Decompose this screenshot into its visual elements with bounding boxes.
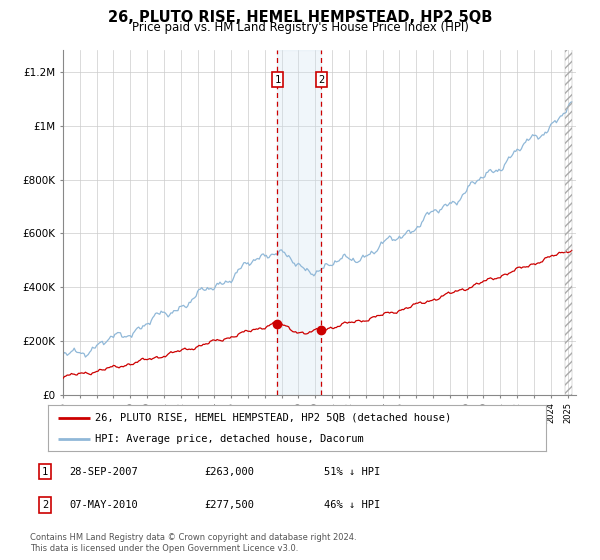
Text: Contains HM Land Registry data © Crown copyright and database right 2024.
This d: Contains HM Land Registry data © Crown c… [30,533,356,553]
Text: 26, PLUTO RISE, HEMEL HEMPSTEAD, HP2 5QB: 26, PLUTO RISE, HEMEL HEMPSTEAD, HP2 5QB [108,10,492,25]
Text: 51% ↓ HPI: 51% ↓ HPI [324,466,380,477]
Text: £263,000: £263,000 [204,466,254,477]
Text: 28-SEP-2007: 28-SEP-2007 [69,466,138,477]
Text: 1: 1 [274,74,281,85]
Text: 2: 2 [319,74,325,85]
Text: 07-MAY-2010: 07-MAY-2010 [69,500,138,510]
Text: 1: 1 [42,466,48,477]
Text: HPI: Average price, detached house, Dacorum: HPI: Average price, detached house, Daco… [95,435,364,444]
Text: 46% ↓ HPI: 46% ↓ HPI [324,500,380,510]
Text: Price paid vs. HM Land Registry's House Price Index (HPI): Price paid vs. HM Land Registry's House … [131,21,469,34]
Bar [277,50,322,395]
Text: £277,500: £277,500 [204,500,254,510]
Text: 2: 2 [42,500,48,510]
Text: 26, PLUTO RISE, HEMEL HEMPSTEAD, HP2 5QB (detached house): 26, PLUTO RISE, HEMEL HEMPSTEAD, HP2 5QB… [95,413,452,423]
